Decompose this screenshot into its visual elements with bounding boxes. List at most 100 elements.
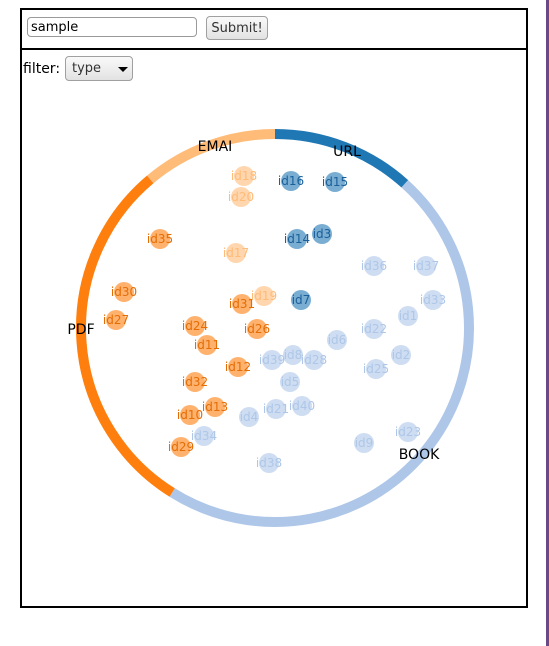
node-bubble[interactable] [366, 359, 386, 379]
node-bubble[interactable] [114, 282, 134, 302]
node-bubble[interactable] [197, 335, 217, 355]
node-id12[interactable]: id12 [225, 357, 251, 377]
node-bubble[interactable] [262, 350, 282, 370]
node-id30[interactable]: id30 [111, 282, 137, 302]
node-label: id16 [278, 174, 304, 188]
node-bubble[interactable] [281, 171, 301, 191]
node-label: id33 [420, 293, 446, 307]
node-bubble[interactable] [185, 372, 205, 392]
node-id14[interactable]: id14 [284, 229, 310, 249]
node-bubble[interactable] [266, 399, 286, 419]
node-id4[interactable]: id4 [239, 407, 259, 427]
node-id6[interactable]: id6 [327, 330, 347, 350]
node-bubble[interactable] [280, 372, 300, 392]
node-bubble[interactable] [180, 405, 200, 425]
node-id11[interactable]: id11 [194, 335, 220, 355]
node-bubble[interactable] [247, 319, 267, 339]
node-id22[interactable]: id22 [361, 319, 387, 339]
node-bubble[interactable] [364, 319, 384, 339]
node-id2[interactable]: id2 [391, 345, 411, 365]
node-id1[interactable]: id1 [398, 306, 418, 326]
node-bubble[interactable] [226, 243, 246, 263]
node-id16[interactable]: id16 [278, 171, 304, 191]
node-id40[interactable]: id40 [289, 396, 315, 416]
node-label: id28 [301, 353, 327, 367]
node-bubble[interactable] [287, 229, 307, 249]
filter-label: filter: [23, 61, 61, 77]
node-id25[interactable]: id25 [363, 359, 389, 379]
node-label: id39 [259, 353, 285, 367]
node-id26[interactable]: id26 [244, 319, 270, 339]
node-id24[interactable]: id24 [182, 316, 208, 336]
node-bubble[interactable] [327, 330, 347, 350]
node-label: id19 [251, 289, 277, 303]
node-bubble[interactable] [398, 422, 418, 442]
node-id31[interactable]: id31 [229, 294, 255, 314]
node-bubble[interactable] [106, 310, 126, 330]
node-id32[interactable]: id32 [182, 372, 208, 392]
node-bubble[interactable] [205, 397, 225, 417]
group-label-pdf: PDF [67, 322, 94, 338]
node-bubble[interactable] [239, 407, 259, 427]
node-bubble[interactable] [234, 166, 254, 186]
node-id10[interactable]: id10 [177, 405, 203, 425]
node-id18[interactable]: id18 [231, 166, 257, 186]
node-id28[interactable]: id28 [301, 350, 327, 370]
node-bubble[interactable] [150, 229, 170, 249]
node-id20[interactable]: id20 [228, 187, 254, 207]
node-bubble[interactable] [231, 187, 251, 207]
node-id37[interactable]: id37 [413, 256, 439, 276]
node-bubble[interactable] [304, 350, 324, 370]
search-input[interactable] [27, 17, 197, 37]
node-bubble[interactable] [228, 357, 248, 377]
node-bubble[interactable] [364, 256, 384, 276]
submit-button[interactable]: Submit! [206, 16, 268, 40]
node-id3[interactable]: id3 [312, 224, 332, 244]
node-bubble[interactable] [283, 345, 303, 365]
node-label: id36 [361, 259, 387, 273]
node-bubble[interactable] [232, 294, 252, 314]
node-bubble[interactable] [398, 306, 418, 326]
node-id29[interactable]: id29 [168, 437, 194, 457]
node-bubble[interactable] [194, 426, 214, 446]
node-label: id26 [244, 322, 270, 336]
node-id19[interactable]: id19 [251, 286, 277, 306]
node-bubble[interactable] [185, 316, 205, 336]
node-bubble[interactable] [312, 224, 332, 244]
node-id33[interactable]: id33 [420, 290, 446, 310]
node-bubble[interactable] [416, 256, 436, 276]
node-id23[interactable]: id23 [395, 422, 421, 442]
node-bubble[interactable] [423, 290, 443, 310]
node-id15[interactable]: id15 [322, 172, 348, 192]
node-label: id1 [399, 309, 418, 323]
node-id7[interactable]: id7 [291, 290, 311, 310]
node-bubble[interactable] [291, 290, 311, 310]
node-id38[interactable]: id38 [256, 453, 282, 473]
node-bubble[interactable] [292, 396, 312, 416]
node-id27[interactable]: id27 [103, 310, 129, 330]
node-id13[interactable]: id13 [202, 397, 228, 417]
node-id8[interactable]: id8 [283, 345, 303, 365]
node-label: id12 [225, 360, 251, 374]
node-id39[interactable]: id39 [259, 350, 285, 370]
node-bubble[interactable] [259, 453, 279, 473]
node-bubble[interactable] [391, 345, 411, 365]
node-id9[interactable]: id9 [354, 433, 374, 453]
node-label: id10 [177, 408, 203, 422]
node-bubble[interactable] [325, 172, 345, 192]
node-id35[interactable]: id35 [147, 229, 173, 249]
node-id36[interactable]: id36 [361, 256, 387, 276]
node-bubble[interactable] [254, 286, 274, 306]
node-cluster: id16 id15 id14 id3 id7 id18 id20 id17 id19 id35 id… [103, 166, 446, 473]
node-id21[interactable]: id21 [263, 399, 289, 419]
filter-select[interactable]: type [65, 56, 133, 81]
node-bubble[interactable] [354, 433, 374, 453]
node-bubble[interactable] [171, 437, 191, 457]
node-label: id4 [240, 410, 259, 424]
node-id17[interactable]: id17 [223, 243, 249, 263]
node-id34[interactable]: id34 [191, 426, 217, 446]
node-label: id11 [194, 338, 220, 352]
node-id5[interactable]: id5 [280, 372, 300, 392]
node-label: id22 [361, 322, 387, 336]
node-label: id38 [256, 456, 282, 470]
